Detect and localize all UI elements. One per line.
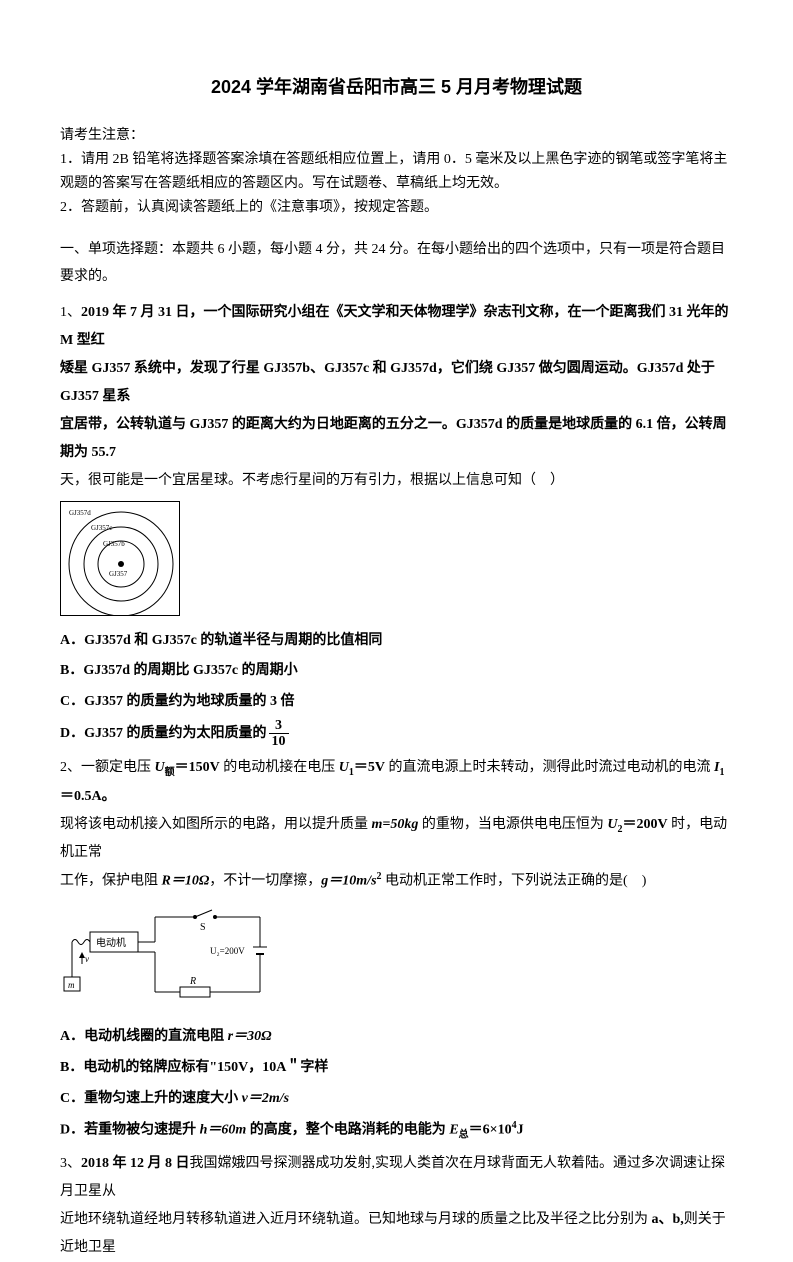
- q1-options: A．GJ357d 和 GJ357c 的轨道半径与周期的比值相同 B．GJ357d…: [60, 626, 733, 750]
- notice-block: 请考生注意： 1．请用 2B 铅笔将选择题答案涂填在答题纸相应位置上，请用 0．…: [60, 124, 733, 219]
- q1-text-line2: 矮星 GJ357 系统中，发现了行星 GJ357b、GJ357c 和 GJ357…: [60, 355, 733, 411]
- q1-opt-c: C．GJ357 的质量约为地球质量的 3 倍: [60, 687, 733, 718]
- q1-text-line1: 1、2019 年 7 月 31 日，一个国际研究小组在《天文学和天体物理学》杂志…: [60, 299, 733, 355]
- svg-text:U₂=200V: U₂=200V: [210, 946, 245, 956]
- orbit-diagram: GJ357d GJ357c GJ357b GJ357: [60, 501, 733, 616]
- q1-opt-d: D．GJ357 的质量约为太阳质量的310: [60, 718, 733, 750]
- q3-line2: 近地环绕轨道经地月转移轨道进入近月环绕轨道。已知地球与月球的质量之比及半径之比分…: [60, 1206, 733, 1262]
- q2-opt-a: A．电动机线圈的直流电阻 r＝30Ω: [60, 1022, 733, 1053]
- svg-text:电动机: 电动机: [96, 936, 126, 949]
- q2-opt-b: B．电动机的铭牌应标有"150V，10A＂字样: [60, 1053, 733, 1084]
- q2-line2: 现将该电动机接入如图所示的电路，用以提升质量 m=50kg 的重物，当电源供电电…: [60, 811, 733, 868]
- q2-line1: 2、一额定电压 U额＝150V 的电动机接在电压 U1＝5V 的直流电源上时未转…: [60, 754, 733, 811]
- svg-text:S: S: [200, 922, 206, 933]
- question-1: 1、2019 年 7 月 31 日，一个国际研究小组在《天文学和天体物理学》杂志…: [60, 299, 733, 750]
- question-2: 2、一额定电压 U额＝150V 的电动机接在电压 U1＝5V 的直流电源上时未转…: [60, 754, 733, 1146]
- label-gj357: GJ357: [109, 570, 128, 578]
- q2-options: A．电动机线圈的直流电阻 r＝30Ω B．电动机的铭牌应标有"150V，10A＂…: [60, 1022, 733, 1146]
- label-gj357c: GJ357c: [91, 524, 112, 532]
- notice-line1: 1．请用 2B 铅笔将选择题答案涂填在答题纸相应位置上，请用 0．5 毫米及以上…: [60, 148, 733, 196]
- notice-header: 请考生注意：: [60, 124, 733, 148]
- section-1-intro: 一、单项选择题：本题共 6 小题，每小题 4 分，共 24 分。在每小题给出的四…: [60, 237, 733, 290]
- q3-line1: 3、2018 年 12 月 8 日我国嫦娥四号探测器成功发射,实现人类首次在月球…: [60, 1150, 733, 1206]
- notice-line2: 2．答题前，认真阅读答题纸上的《注意事项》，按规定答题。: [60, 196, 733, 220]
- svg-text:v: v: [85, 954, 89, 964]
- label-gj357d: GJ357d: [69, 509, 91, 517]
- q2-line3: 工作，保护电阻 R＝10Ω，不计一切摩擦，g＝10m/s2 电动机正常工作时，下…: [60, 867, 733, 896]
- q1-text-line3: 宜居带，公转轨道与 GJ357 的距离大约为日地距离的五分之一。GJ357d 的…: [60, 411, 733, 467]
- q1-opt-b: B．GJ357d 的周期比 GJ357c 的周期小: [60, 656, 733, 687]
- q2-opt-d: D．若重物被匀速提升 h＝60m 的高度，整个电路消耗的电能为 E总＝6×104…: [60, 1115, 733, 1146]
- q1-opt-a: A．GJ357d 和 GJ357c 的轨道半径与周期的比值相同: [60, 626, 733, 657]
- exam-title: 2024 学年湖南省岳阳市高三 5 月月考物理试题: [60, 70, 733, 104]
- label-gj357b: GJ357b: [103, 540, 125, 548]
- svg-text:m: m: [68, 980, 75, 990]
- svg-text:R: R: [189, 976, 196, 987]
- q2-opt-c: C．重物匀速上升的速度大小 v＝2m/s: [60, 1084, 733, 1115]
- question-3: 3、2018 年 12 月 8 日我国嫦娥四号探测器成功发射,实现人类首次在月球…: [60, 1150, 733, 1262]
- circuit-diagram: 电动机 S U₂=200V: [60, 902, 733, 1012]
- q1-text-line4: 天，很可能是一个宜居星球。不考虑行星间的万有引力，根据以上信息可知（ ）: [60, 467, 733, 495]
